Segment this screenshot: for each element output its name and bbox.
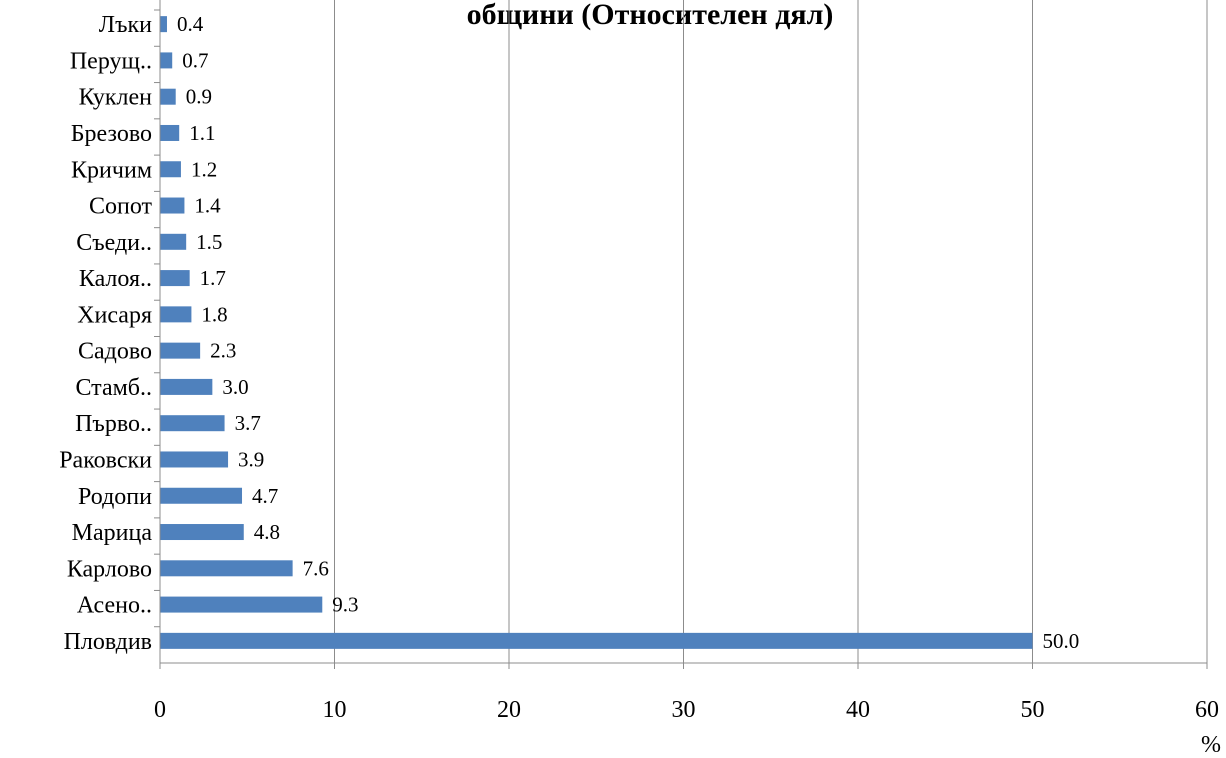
bar [160, 451, 229, 468]
category-label: Асено.. [77, 593, 152, 619]
category-label: Перущ.. [70, 48, 152, 74]
gridlines [334, 0, 1208, 663]
x-tick-label: 10 [323, 697, 347, 723]
data-label: 2.3 [210, 339, 236, 363]
data-label: 0.9 [186, 85, 212, 109]
category-label: Хисаря [77, 302, 152, 328]
data-label-background [1037, 626, 1085, 655]
bar [160, 378, 213, 395]
data-label: 9.3 [332, 593, 358, 617]
category-label: Родопи [78, 484, 152, 510]
data-label: 1.7 [200, 266, 226, 290]
bar [160, 197, 185, 214]
x-tick-label: 0 [154, 697, 166, 723]
data-label: 3.7 [235, 411, 261, 435]
x-tick-label: 20 [497, 697, 521, 723]
category-label: Брезово [71, 121, 152, 147]
data-label: 50.0 [1043, 629, 1080, 653]
data-label: 1.2 [191, 157, 217, 181]
category-label: Садово [78, 339, 152, 365]
bar [160, 306, 192, 323]
category-label: Кричим [71, 157, 152, 183]
bar [160, 342, 201, 359]
x-tick-label: 30 [672, 697, 696, 723]
data-label: 0.7 [182, 48, 208, 72]
bar [160, 415, 225, 432]
bar [160, 632, 1033, 649]
category-label: Сопот [89, 194, 153, 220]
bar [160, 52, 173, 69]
data-label: 4.7 [252, 484, 278, 508]
x-tick-label: 40 [846, 697, 870, 723]
data-label: 4.8 [254, 520, 280, 544]
bar [160, 270, 190, 287]
axes: 0 10 20 30 40 50 60 Пловдив Асено.. Карлово Марица… [59, 0, 1219, 723]
bar [160, 560, 293, 577]
category-label: Куклен [79, 85, 152, 111]
bars: 50.0 9.37.6 4.8 4.7 3.9 3.7 3.0 2.3 1.8 1.7 1.5 1.4… [160, 12, 1085, 655]
data-label: 7.6 [303, 556, 329, 580]
category-label: Калоя.. [79, 266, 152, 292]
x-tick-label: 50 [1021, 697, 1045, 723]
bar [160, 16, 167, 33]
category-label: Карлово [67, 556, 152, 582]
data-label: 3.0 [222, 375, 248, 399]
category-label: Пловдив [64, 629, 152, 655]
bar [160, 524, 244, 541]
bar [160, 88, 176, 105]
bar [160, 161, 181, 178]
category-label: Съеди.. [76, 230, 152, 256]
category-label: Стамб.. [75, 375, 152, 401]
data-label: 1.8 [201, 302, 227, 326]
category-label: Раковски [59, 447, 152, 473]
data-label: 3.9 [238, 447, 264, 471]
data-label: 1.4 [194, 194, 221, 218]
data-label: 1.5 [196, 230, 222, 254]
x-axis-unit: % [1201, 732, 1221, 758]
bar [160, 487, 243, 504]
category-label: Първо.. [75, 411, 152, 437]
category-label: Лъки [99, 12, 152, 38]
data-label: 0.4 [177, 12, 204, 36]
bar [160, 596, 323, 613]
data-label: 1.1 [189, 121, 215, 145]
chart-title: общини (Относителен дял) [467, 0, 834, 31]
category-label: Марица [72, 520, 153, 546]
bar [160, 233, 187, 250]
x-tick-label: 60 [1195, 697, 1219, 723]
bar [160, 124, 180, 141]
